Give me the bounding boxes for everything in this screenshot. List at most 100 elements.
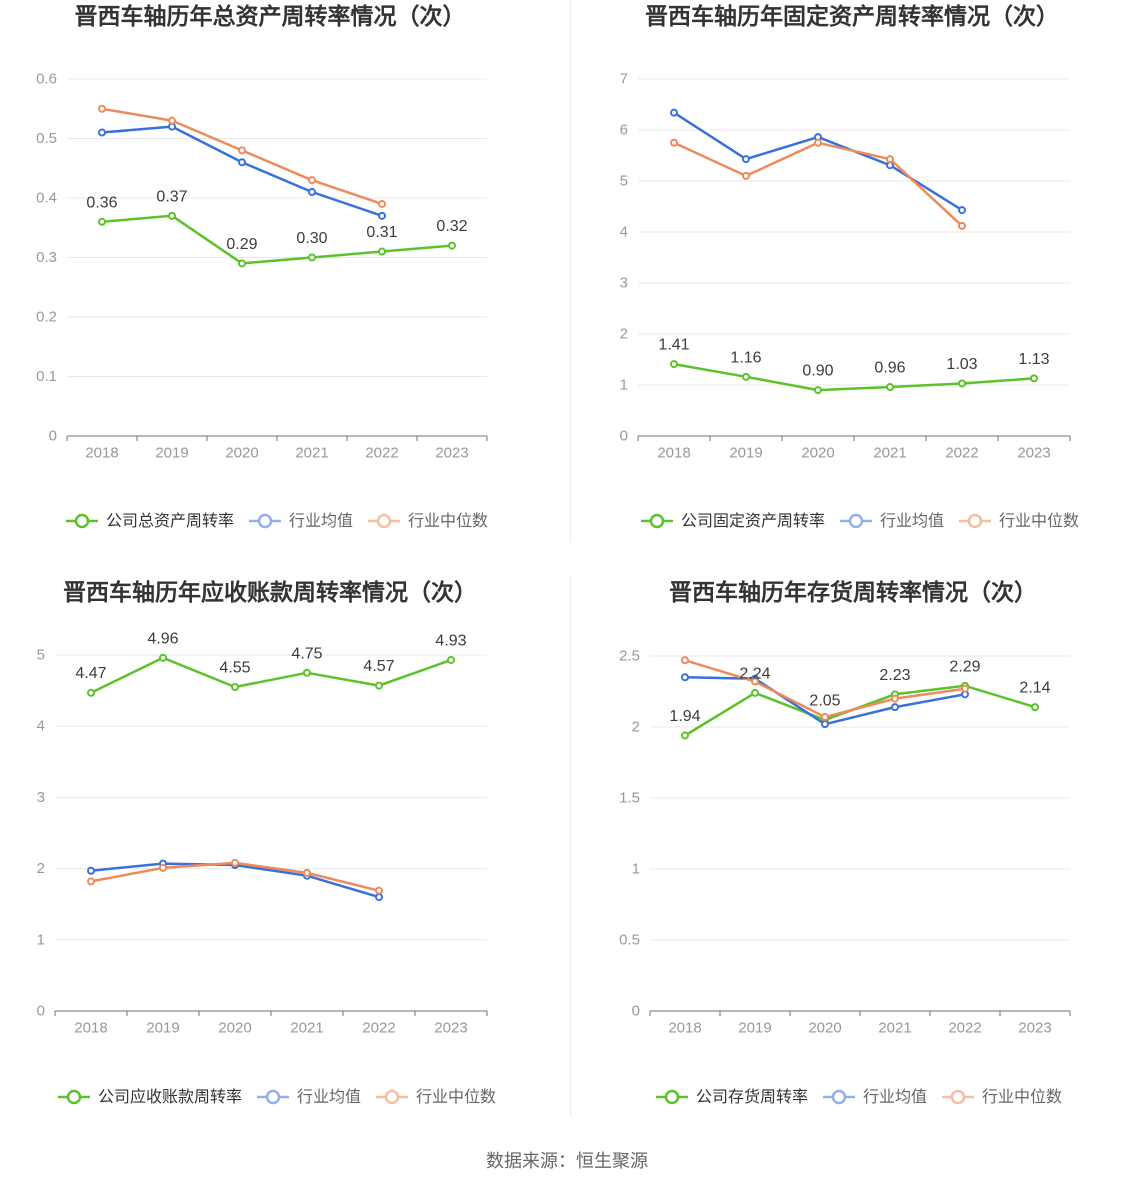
chart-2-series-1-point [1030, 374, 1038, 383]
chart-1-legend-label: 行业中位数 [408, 511, 489, 530]
chart-1-series-1-point [238, 259, 246, 268]
chart-2-series-2-point [958, 206, 966, 215]
chart-1-data-label: 0.30 [296, 230, 327, 247]
chart-3-y-tick-label: 0 [37, 1003, 45, 1020]
chart-3-legend-label: 行业均值 [296, 1087, 361, 1106]
chart-1-y-tick-label: 0.3 [36, 249, 57, 266]
chart-2-y-tick-label: 7 [620, 71, 628, 88]
legend-line-marker-icon [368, 513, 400, 529]
chart-2-series-3-point [814, 138, 822, 147]
chart-3-y-tick-label: 1 [37, 931, 45, 948]
legend-line-marker-icon [376, 1089, 408, 1105]
chart-3-data-label: 4.96 [147, 630, 178, 647]
chart-1-data-label: 0.36 [86, 194, 117, 211]
chart-1-series-2-point [238, 158, 246, 167]
chart-2-legend-label: 行业均值 [879, 511, 944, 530]
legend-line-marker-icon [839, 513, 872, 529]
chart-4-series-2-point [681, 673, 689, 682]
chart-4-data-label: 2.14 [1019, 680, 1050, 697]
chart-2-x-tick-label: 2023 [1017, 445, 1050, 462]
chart-4-y-tick-label: 2 [632, 719, 640, 736]
chart-4-y-tick-label: 1 [632, 861, 640, 878]
chart-3-data-label: 4.55 [219, 660, 250, 677]
chart-3-y-tick-label: 3 [37, 789, 45, 806]
chart-2-data-label: 1.03 [946, 356, 977, 373]
chart-1-series-2-point [98, 128, 106, 137]
chart-3-plot: 0 1 2 3 4 5 2018 2019 2020 2021 2022 2023 4.47 4.96 4.… [37, 630, 488, 1037]
chart-2-y-tick-label: 2 [620, 326, 628, 343]
chart-1-series-3-point [308, 176, 316, 185]
legend-line-marker-icon [248, 513, 281, 529]
chart-3-series-3-point [87, 877, 95, 886]
chart-4-series-2-point [821, 720, 829, 729]
chart-1-series-3-point [378, 199, 386, 208]
chart-1-legend-item: 公司总资产周转率 [65, 509, 234, 533]
chart-2-data-label: 0.96 [874, 360, 905, 377]
legend-line-marker-icon [959, 513, 991, 529]
chart-1-legend-label: 行业均值 [288, 511, 353, 530]
chart-1-series-2-point [378, 211, 386, 220]
chart-1-y-tick-label: 0.5 [36, 130, 57, 147]
data-source-note: 数据来源：恒生聚源 [486, 1151, 648, 1172]
chart-1-series-2-line [100, 125, 384, 218]
chart-2-series-3-point [670, 138, 678, 147]
chart-2-legend-label: 公司固定资产周转率 [680, 511, 825, 530]
chart-1-y-tick-label: 0.6 [36, 71, 57, 88]
chart-2-series-1-point [958, 379, 966, 388]
chart-3-data-label: 4.47 [75, 665, 106, 682]
chart-1-legend: 公司总资产周转率 行业均值 行业中位数 [7, 509, 547, 533]
chart-4-data-label: 2.05 [809, 692, 840, 709]
chart-2-y-tick-label: 5 [620, 173, 628, 190]
chart-4-series-3-point [751, 677, 759, 686]
chart-3-x-tick-label: 2022 [362, 1020, 395, 1037]
chart-2-series-3-point [886, 155, 894, 164]
chart-4-legend-label: 行业均值 [862, 1087, 927, 1106]
chart-4-legend-label: 行业中位数 [982, 1087, 1063, 1106]
legend-line-marker-icon [65, 513, 98, 529]
chart-2-y-tick-label: 3 [620, 275, 628, 292]
chart-4-x-tick-label: 2018 [668, 1020, 701, 1037]
chart-1-x-tick-label: 2020 [225, 445, 258, 462]
chart-2-y-tick-label: 0 [620, 428, 628, 445]
chart-4-legend-item: 行业中位数 [942, 1085, 1062, 1109]
chart-1-series-1-point [98, 217, 106, 226]
chart-3-y-tick-label: 4 [37, 718, 45, 735]
chart-1-series-1-point [378, 247, 386, 256]
chart-4-legend-item: 行业均值 [822, 1085, 927, 1109]
chart-2-series-2-point [886, 161, 894, 170]
chart-1-x-tick-label: 2022 [365, 445, 398, 462]
chart-2-legend: 公司固定资产周转率 行业均值 行业中位数 [590, 509, 1130, 533]
chart-3-legend-item: 行业均值 [256, 1085, 361, 1109]
chart-1-x-tick-label: 2021 [295, 445, 328, 462]
chart-3-data-label: 4.93 [435, 632, 466, 649]
chart-1-data-label: 0.29 [226, 236, 257, 253]
legend-line-marker-icon [942, 1089, 974, 1105]
panel-divider [570, 576, 571, 1117]
chart-4-series-2-point [891, 703, 899, 712]
chart-3-series-3-point [159, 863, 167, 872]
chart-3-data-label: 4.75 [291, 645, 322, 662]
legend-line-marker-icon [822, 1089, 855, 1105]
chart-2-x-tick-label: 2018 [657, 445, 690, 462]
chart-2-series-1-line [672, 362, 1036, 392]
chart-2-legend-item: 公司固定资产周转率 [640, 509, 825, 533]
chart-4-x-tick-label: 2023 [1018, 1020, 1051, 1037]
chart-1-data-label: 0.32 [436, 218, 467, 235]
chart-2-data-label: 1.16 [730, 349, 761, 366]
chart-2-series-3-point [958, 221, 966, 230]
chart-3-series-3-point [375, 886, 383, 895]
chart-4-x-tick-label: 2020 [808, 1020, 841, 1037]
chart-1-y-tick-label: 0.1 [36, 368, 57, 385]
chart-2-data-label: 0.90 [802, 363, 833, 380]
chart-4-x-tick-label: 2019 [738, 1020, 771, 1037]
chart-4-series-1-point [681, 731, 689, 740]
chart-3-series-1-point [447, 655, 455, 664]
chart-2-legend-item: 行业均值 [839, 509, 944, 533]
chart-3-series-1-point [87, 688, 95, 697]
chart-1-series-3-point [168, 116, 176, 125]
chart-3-legend-item: 行业中位数 [376, 1085, 496, 1109]
chart-1-legend-item: 行业均值 [248, 509, 353, 533]
chart-4-x-tick-label: 2021 [878, 1020, 911, 1037]
chart-1-legend-item: 行业中位数 [368, 509, 488, 533]
